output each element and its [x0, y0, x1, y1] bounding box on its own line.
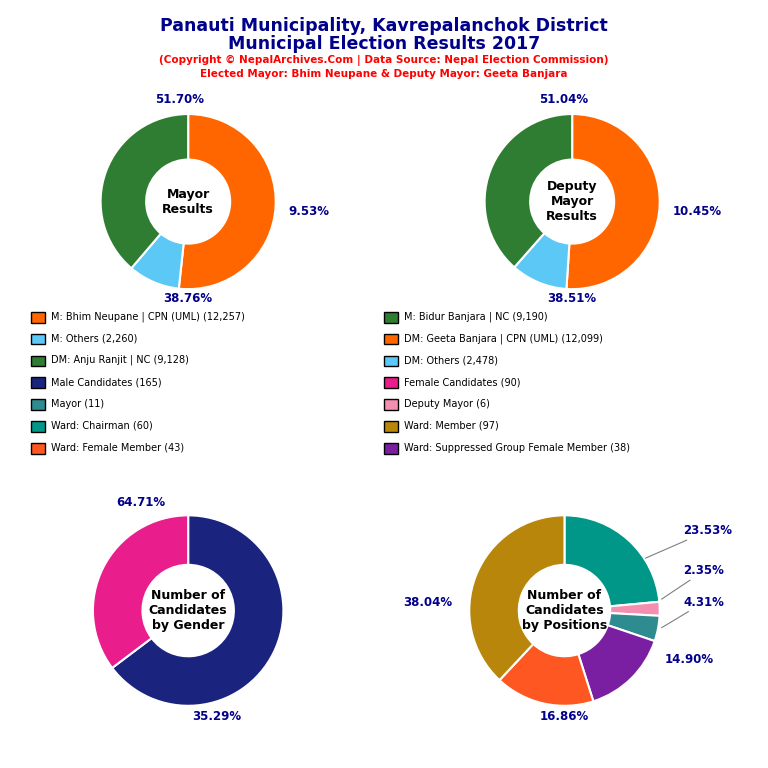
Text: 64.71%: 64.71%: [116, 496, 165, 509]
Text: Number of
Candidates
by Positions: Number of Candidates by Positions: [521, 589, 607, 632]
Text: 38.04%: 38.04%: [403, 596, 452, 609]
Wedge shape: [610, 602, 660, 616]
Text: Mayor (11): Mayor (11): [51, 399, 104, 409]
Wedge shape: [101, 114, 188, 268]
Text: Number of
Candidates
by Gender: Number of Candidates by Gender: [149, 589, 227, 632]
Text: (Copyright © NepalArchives.Com | Data Source: Nepal Election Commission): (Copyright © NepalArchives.Com | Data So…: [159, 55, 609, 66]
Wedge shape: [485, 114, 572, 267]
Text: 10.45%: 10.45%: [673, 205, 722, 218]
Text: Female Candidates (90): Female Candidates (90): [404, 377, 521, 387]
Text: 4.31%: 4.31%: [661, 596, 724, 627]
Wedge shape: [131, 233, 184, 289]
Text: 23.53%: 23.53%: [645, 525, 733, 558]
Text: Panauti Municipality, Kavrepalanchok District: Panauti Municipality, Kavrepalanchok Dis…: [160, 17, 608, 35]
Text: 2.35%: 2.35%: [661, 564, 724, 599]
Text: M: Bhim Neupane | CPN (UML) (12,257): M: Bhim Neupane | CPN (UML) (12,257): [51, 311, 244, 322]
Text: 51.04%: 51.04%: [539, 93, 588, 106]
Text: 38.76%: 38.76%: [164, 293, 213, 306]
Text: 16.86%: 16.86%: [540, 710, 589, 723]
Text: DM: Others (2,478): DM: Others (2,478): [404, 355, 498, 366]
Text: Ward: Chairman (60): Ward: Chairman (60): [51, 421, 152, 431]
Text: Elected Mayor: Bhim Neupane & Deputy Mayor: Geeta Banjara: Elected Mayor: Bhim Neupane & Deputy May…: [200, 69, 568, 79]
Text: Male Candidates (165): Male Candidates (165): [51, 377, 161, 387]
Text: Mayor
Results: Mayor Results: [162, 187, 214, 216]
Text: 35.29%: 35.29%: [192, 710, 241, 723]
Text: Ward: Member (97): Ward: Member (97): [404, 421, 498, 431]
Wedge shape: [469, 515, 564, 680]
Text: Ward: Female Member (43): Ward: Female Member (43): [51, 442, 184, 453]
Text: M: Bidur Banjara | NC (9,190): M: Bidur Banjara | NC (9,190): [404, 311, 548, 322]
Text: Deputy Mayor (6): Deputy Mayor (6): [404, 399, 490, 409]
Wedge shape: [112, 515, 283, 706]
Wedge shape: [564, 515, 659, 607]
Text: 14.90%: 14.90%: [664, 653, 713, 666]
Wedge shape: [515, 233, 569, 289]
Text: Municipal Election Results 2017: Municipal Election Results 2017: [228, 35, 540, 52]
Wedge shape: [179, 114, 276, 289]
Text: DM: Anju Ranjit | NC (9,128): DM: Anju Ranjit | NC (9,128): [51, 355, 189, 366]
Wedge shape: [499, 644, 594, 706]
Text: 9.53%: 9.53%: [289, 205, 329, 218]
Wedge shape: [578, 625, 654, 701]
Text: M: Others (2,260): M: Others (2,260): [51, 333, 137, 343]
Wedge shape: [607, 613, 660, 641]
Text: 38.51%: 38.51%: [548, 293, 597, 306]
Text: Deputy
Mayor
Results: Deputy Mayor Results: [546, 180, 598, 223]
Wedge shape: [93, 515, 188, 668]
Text: Ward: Suppressed Group Female Member (38): Ward: Suppressed Group Female Member (38…: [404, 442, 630, 453]
Text: 51.70%: 51.70%: [155, 93, 204, 106]
Text: DM: Geeta Banjara | CPN (UML) (12,099): DM: Geeta Banjara | CPN (UML) (12,099): [404, 333, 603, 343]
Wedge shape: [567, 114, 660, 289]
